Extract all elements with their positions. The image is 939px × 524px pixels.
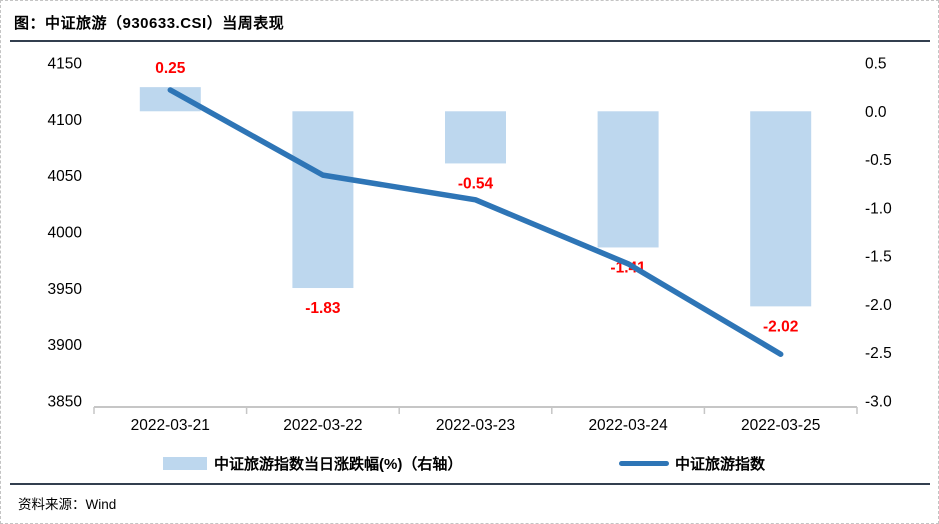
bar-data-label: -0.54 bbox=[458, 175, 494, 192]
y-axis-left-tick-label: 4050 bbox=[48, 168, 83, 185]
chart-area: 4150 4100 4050 4000 3950 3900 3850 0.5 0.0 -0.5 -1… bbox=[1, 46, 938, 446]
legend-bar-label: 中证旅游指数当日涨跌幅(%)（右轴） bbox=[214, 455, 463, 473]
bar bbox=[445, 111, 506, 164]
legend-item-bar-series: 中证旅游指数当日涨跌幅(%)（右轴） bbox=[163, 453, 462, 473]
y-axis-right-tick-label: 0.0 bbox=[865, 104, 887, 121]
bar-data-label: 0.25 bbox=[155, 60, 186, 77]
bar-data-label: -2.02 bbox=[763, 318, 798, 335]
title-divider bbox=[10, 40, 930, 42]
x-axis-tick-label: 2022-03-25 bbox=[741, 417, 820, 434]
y-axis-right-tick-label: -1.0 bbox=[865, 200, 892, 217]
x-axis-tick-label: 2022-03-23 bbox=[436, 417, 515, 434]
x-axis-tick-label: 2022-03-24 bbox=[588, 417, 668, 434]
x-axis-tick-label: 2022-03-22 bbox=[283, 417, 362, 434]
y-axis-left-tick-label: 3850 bbox=[48, 394, 83, 411]
chart-title: 图：中证旅游（930633.CSI）当周表现 bbox=[14, 15, 285, 32]
source-note: 资料来源：Wind bbox=[18, 497, 117, 512]
legend-item-line-series: 中证旅游指数 bbox=[619, 453, 765, 473]
bar bbox=[597, 111, 659, 248]
y-axis-right-tick-label: -1.5 bbox=[865, 249, 892, 266]
y-axis-right-tick-label: -3.0 bbox=[865, 394, 892, 411]
bar bbox=[750, 111, 812, 307]
y-axis-right-tick-label: 0.5 bbox=[865, 56, 887, 73]
bar bbox=[292, 111, 354, 289]
y-axis-left-tick-label: 4100 bbox=[48, 112, 83, 129]
y-axis-right-tick-label: -2.0 bbox=[865, 297, 892, 314]
y-axis-left-tick-label: 3950 bbox=[48, 281, 83, 298]
y-axis-left-tick-label: 4000 bbox=[48, 225, 83, 242]
combo-chart: 4150 4100 4050 4000 3950 3900 3850 0.5 0.0 -0.5 -1… bbox=[48, 56, 893, 435]
y-axis-right-tick-label: -2.5 bbox=[865, 345, 892, 362]
y-axis-right-tick-label: -0.5 bbox=[865, 152, 892, 169]
chart-legend: 中证旅游指数当日涨跌幅(%)（右轴） 中证旅游指数 bbox=[1, 453, 938, 477]
legend-bar-swatch-icon bbox=[163, 456, 207, 470]
y-axis-left-tick-label: 4150 bbox=[48, 56, 83, 73]
footer-divider bbox=[10, 483, 930, 485]
legend-line-label: 中证旅游指数 bbox=[675, 455, 766, 473]
bar-data-label: -1.83 bbox=[305, 300, 341, 317]
index-line bbox=[167, 87, 784, 357]
y-axis-left-tick-label: 3900 bbox=[48, 337, 83, 354]
legend-line-swatch-icon bbox=[619, 460, 669, 466]
x-axis-tick-label: 2022-03-21 bbox=[131, 417, 210, 434]
